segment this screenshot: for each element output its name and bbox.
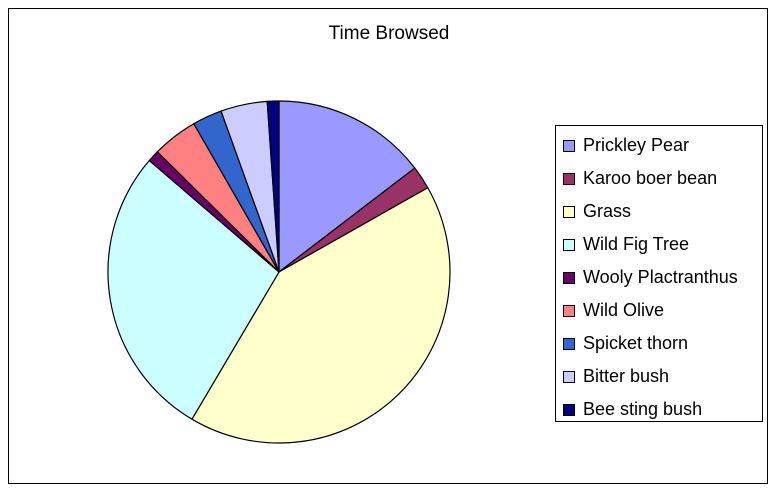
legend-swatch [563,205,575,218]
legend-item: Wild Olive [556,294,762,327]
legend-swatch [563,172,575,185]
legend-label: Wild Olive [583,300,665,320]
legend-item: Bitter bush [556,360,762,393]
pie-slice-prickley-pear [278,100,416,273]
legend-item: Prickley Pear [556,129,762,162]
legend-swatch [563,403,575,416]
legend-swatch [563,304,575,317]
pie-slice-grass [191,187,451,444]
legend-item: Spicket thorn [556,327,762,360]
legend-item: Wooly Plactranthus [556,261,762,294]
legend: Prickley Pear Karoo boer bean Grass Wild Fi… [555,125,763,422]
legend-label: Prickley Pear [583,135,690,155]
pie-slices [107,100,451,444]
legend-item: Bee sting bush [556,393,762,426]
legend-label: Bitter bush [583,366,670,386]
legend-label: Spicket thorn [583,333,689,353]
pie-slice-bee-sting-bush [266,100,280,273]
legend-label: Bee sting bush [583,399,703,419]
chart-title: Time Browsed [328,23,450,44]
legend-item: Grass [556,195,762,228]
legend-label: Wild Fig Tree [583,234,690,254]
legend-label: Wooly Plactranthus [583,267,738,287]
legend-swatch [563,370,575,383]
legend-swatch [563,139,575,152]
legend-label: Karoo boer bean [583,168,718,188]
legend-swatch [563,238,575,251]
legend-swatch [563,337,575,350]
legend-swatch [563,271,575,284]
pie-slice-wild-fig-tree [107,159,280,420]
legend-label: Grass [583,201,632,221]
legend-item: Wild Fig Tree [556,228,762,261]
legend-item: Karoo boer bean [556,162,762,195]
